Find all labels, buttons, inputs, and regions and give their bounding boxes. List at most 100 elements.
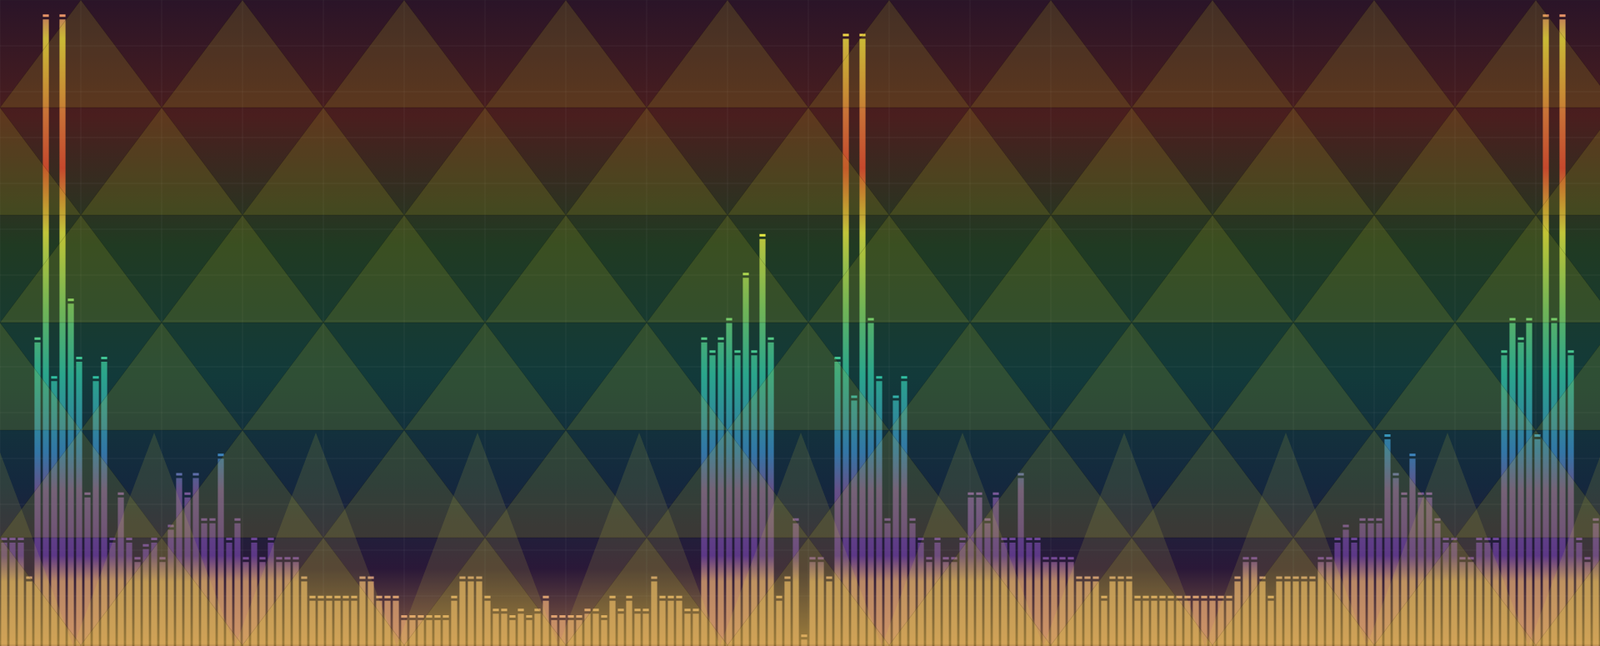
triangle: [1455, 0, 1600, 108]
zigzag-triangle: [558, 432, 720, 646]
bar: [1367, 523, 1374, 646]
peak-cap: [892, 395, 899, 399]
peak-cap: [1567, 350, 1574, 353]
triangle: [1131, 0, 1294, 108]
peak-cap: [92, 375, 99, 379]
peak-cap: [175, 473, 182, 476]
zigzag-triangle: [881, 432, 1044, 646]
triangle: [1293, 0, 1455, 108]
triangle: [0, 107, 81, 215]
zigzag-triangle: [1366, 432, 1529, 646]
peak-cap: [700, 337, 707, 340]
triangle: [808, 0, 970, 108]
triangle-overlay: [0, 0, 1600, 646]
triangle: [80, 107, 243, 215]
triangle: [970, 215, 1132, 323]
peak-cap: [1192, 595, 1199, 599]
triangle: [0, 0, 162, 108]
peak-cap: [1517, 337, 1524, 340]
triangle: [727, 107, 890, 215]
peak-cap: [759, 234, 765, 237]
triangle: [1374, 322, 1536, 430]
triangle: [727, 322, 890, 430]
zigzag-triangle: [396, 432, 559, 646]
peak-cap: [192, 473, 199, 476]
bar: [1542, 19, 1549, 646]
peak-cap: [767, 337, 774, 340]
zigzag-triangle: [1205, 432, 1367, 646]
chart-root: [0, 0, 1600, 646]
triangle: [1212, 107, 1375, 215]
triangle: [1535, 107, 1600, 215]
peak-cap: [59, 14, 65, 17]
peak-cap: [1409, 453, 1415, 456]
peak-cap: [384, 595, 390, 599]
triangle: [1050, 107, 1213, 215]
bars: [0, 14, 1599, 646]
triangle: [1212, 322, 1375, 430]
triangle: [1050, 322, 1213, 430]
peak-cap: [1559, 14, 1565, 17]
peak-cap: [34, 337, 40, 340]
triangle: [1455, 215, 1600, 323]
triangle: [808, 215, 970, 323]
peak-cap: [1500, 350, 1507, 353]
zigzag-triangle: [1043, 432, 1205, 646]
peak-cap: [1042, 556, 1049, 560]
peak-cap: [75, 356, 82, 360]
peak-cap: [542, 595, 549, 599]
bar: [1042, 561, 1049, 646]
peak-cap: [1384, 434, 1390, 437]
peak-cap: [1067, 556, 1074, 560]
triangle: [0, 215, 162, 323]
peak-cap: [1200, 595, 1207, 599]
triangle: [646, 0, 809, 108]
peak-cap: [709, 350, 715, 353]
triangle: [80, 322, 243, 430]
bar: [859, 39, 865, 646]
peak-cap: [559, 615, 565, 618]
triangle: [565, 322, 728, 430]
peak-cap: [550, 615, 557, 618]
bar: [42, 19, 49, 646]
zigzag-triangle: [0, 432, 74, 646]
triangle: [242, 107, 405, 215]
triangle: [1131, 215, 1294, 323]
chart: [0, 0, 1600, 646]
triangle: [889, 107, 1051, 215]
triangle: [1293, 215, 1455, 323]
zigzag-triangle: [235, 432, 397, 646]
triangle: [1535, 322, 1600, 430]
triangle: [970, 0, 1132, 108]
triangle: [1374, 107, 1536, 215]
background-grid: [0, 0, 1600, 646]
triangle: [161, 0, 324, 108]
triangle: [242, 322, 405, 430]
peak-cap: [1217, 595, 1224, 599]
triangle: [485, 215, 647, 323]
triangle: [323, 0, 485, 108]
peak-cap: [842, 34, 849, 37]
peak-cap: [875, 375, 882, 379]
peak-cap: [259, 556, 265, 560]
peak-cap: [1209, 595, 1215, 599]
triangle: [646, 215, 809, 323]
peak-cap: [750, 350, 757, 353]
peak-cap: [184, 492, 190, 495]
peak-cap: [392, 595, 399, 599]
triangle: [0, 322, 81, 430]
triangle: [161, 215, 324, 323]
peak-cap: [1059, 556, 1065, 560]
triangle: [565, 107, 728, 215]
bar: [234, 523, 240, 646]
peak-cap: [900, 375, 907, 379]
zigzag-triangle: [1528, 432, 1600, 646]
background: [0, 0, 1600, 646]
triangle: [404, 322, 566, 430]
bar: [59, 19, 65, 646]
peak-cap: [992, 492, 999, 495]
peak-cap: [717, 337, 724, 340]
peak-cap: [50, 375, 57, 379]
peak-cap: [734, 350, 740, 353]
peak-cap: [1050, 556, 1057, 560]
